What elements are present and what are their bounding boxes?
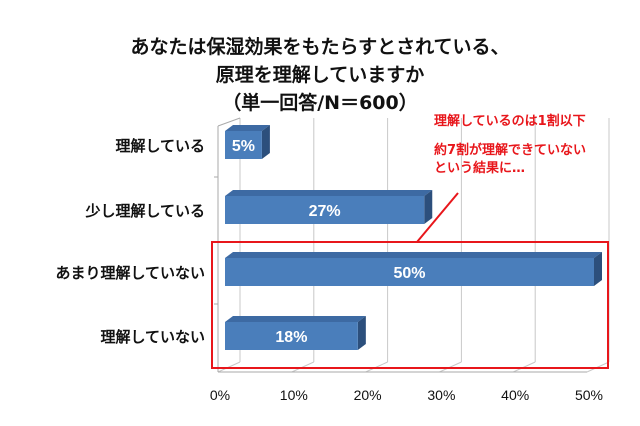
bar [225,258,594,286]
bar-side [357,316,366,350]
annotation-line-1: 理解しているのは1割以下 [434,114,586,129]
bar-top [225,190,433,196]
category-label: あまり理解していない [55,264,205,282]
x-tick-label: 40% [501,387,529,403]
y-axis-depth [217,117,241,127]
x-tick-label: 30% [427,387,455,403]
bar-top [225,125,270,131]
x-tick-label: 10% [280,387,308,403]
chart-subtitle: （単一回答/N＝600） [222,92,418,114]
bar [225,322,358,350]
bar-side [424,190,433,224]
category-label: 少し理解している [84,202,205,220]
bar-top [225,316,366,322]
bar-value-label: 18% [275,329,307,346]
chart-title-line-2: 原理を理解していますか [215,64,425,86]
highlight-box [211,241,609,369]
x-tick-label: 20% [354,387,382,403]
chart-title-line-1: あなたは保湿効果をもたらすとされている、 [130,36,510,58]
bar-side [261,125,270,159]
bar-value-label: 5% [232,138,255,155]
annotation-line-3: という結果に… [434,161,526,176]
bar-value-label: 27% [309,203,341,220]
category-label: 理解している [115,137,205,155]
category-label: 理解していない [100,328,205,346]
annotation-line-2: 約7割が理解できていない [434,143,587,158]
callout-line [416,192,459,243]
bar-top [225,252,602,258]
x-tick-label: 50% [575,387,603,403]
x-tick-label: 0% [210,387,230,403]
bar [225,196,425,224]
bar-side [594,252,602,286]
bar-value-label: 50% [393,265,425,282]
bar [225,131,262,159]
